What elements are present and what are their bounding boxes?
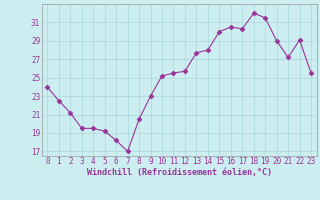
X-axis label: Windchill (Refroidissement éolien,°C): Windchill (Refroidissement éolien,°C) bbox=[87, 168, 272, 177]
